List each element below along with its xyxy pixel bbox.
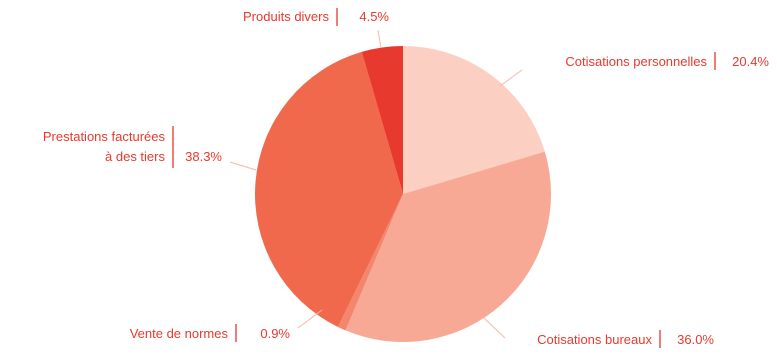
pie-slice-5 xyxy=(361,46,403,194)
slice-value-label-3: 0.9% xyxy=(260,326,290,341)
pie-slice-3 xyxy=(337,194,403,331)
slice-value-label-4: 38.3% xyxy=(185,149,222,164)
slices-layer xyxy=(254,46,551,343)
labels-layer: 20.4% Cotisations personnelles 36.0% Cotisa… xyxy=(43,8,769,348)
slice-name-label-4-line-1: Prestations facturées xyxy=(43,129,166,144)
pie-slice-4 xyxy=(254,51,403,327)
slice-name-label-5-line-1: Produits divers xyxy=(243,9,329,24)
pie-slice-1 xyxy=(403,46,545,194)
slice-value-label-1: 20.4% xyxy=(732,54,769,69)
leader-line-1 xyxy=(499,69,523,87)
leader-line-2 xyxy=(483,317,506,339)
slice-name-label-4-line-2: à des tiers xyxy=(105,149,165,164)
slice-name-label-2-line-1: Cotisations bureaux xyxy=(537,332,652,347)
leader-line-3 xyxy=(297,309,323,329)
slice-value-label-5: 4.5% xyxy=(359,9,389,24)
slice-name-label-3-line-1: Vente de normes xyxy=(130,326,229,341)
slice-name-label-1-line-1: Cotisations personnelles xyxy=(565,54,707,69)
pie-slice-2 xyxy=(345,151,551,343)
leader-line-4 xyxy=(229,161,257,171)
leaders-layer xyxy=(229,29,523,339)
leader-line-5 xyxy=(377,29,382,49)
slice-value-label-2: 36.0% xyxy=(677,332,714,347)
